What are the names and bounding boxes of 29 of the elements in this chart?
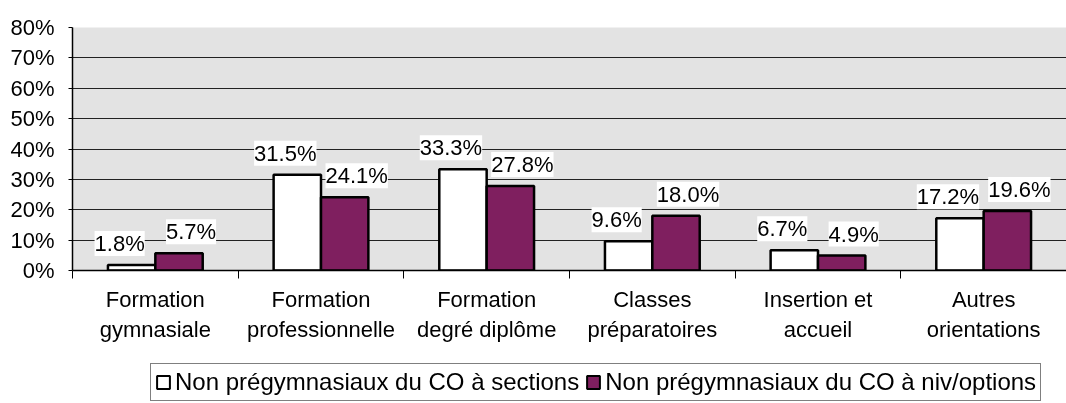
data-label: 33.3% xyxy=(419,135,483,161)
data-label: 1.8% xyxy=(94,231,145,257)
data-label: 17.2% xyxy=(916,184,980,210)
x-tick-label: Formation professionnelle xyxy=(247,286,395,342)
data-label: 19.6% xyxy=(988,176,1051,202)
data-label: 27.8% xyxy=(491,152,554,178)
y-tick-label: 20% xyxy=(10,197,55,223)
y-tick-label: 0% xyxy=(22,258,55,283)
legend-label: Non prégymnasiaux du CO à niv/options xyxy=(605,368,1037,396)
x-tick-label: Autres orientations xyxy=(926,286,1041,342)
y-tick-label: 80% xyxy=(10,15,55,40)
x-tick-label: Classes préparatoires xyxy=(587,286,718,342)
data-label: 18.0% xyxy=(656,181,720,207)
x-tick-label: Formation gymnasiale xyxy=(99,286,211,342)
y-tick-label: 70% xyxy=(10,45,55,71)
y-tick-label: 30% xyxy=(10,166,55,192)
y-tick-label: 10% xyxy=(10,227,55,253)
legend-label: Non prégymnasiaux du CO à sections xyxy=(175,368,580,396)
data-label: 4.9% xyxy=(828,221,879,247)
data-label: 24.1% xyxy=(325,163,388,189)
x-tick-label: Insertion et accueil xyxy=(763,286,873,342)
y-tick-label: 40% xyxy=(10,136,55,162)
x-tick-label: Formation degré diplôme xyxy=(416,286,557,342)
data-label: 5.7% xyxy=(165,219,217,245)
data-label: 31.5% xyxy=(254,140,317,166)
y-tick-label: 50% xyxy=(10,106,55,132)
data-label: 9.6% xyxy=(591,207,642,233)
y-tick-label: 60% xyxy=(10,75,55,101)
data-label: 6.7% xyxy=(757,216,808,242)
